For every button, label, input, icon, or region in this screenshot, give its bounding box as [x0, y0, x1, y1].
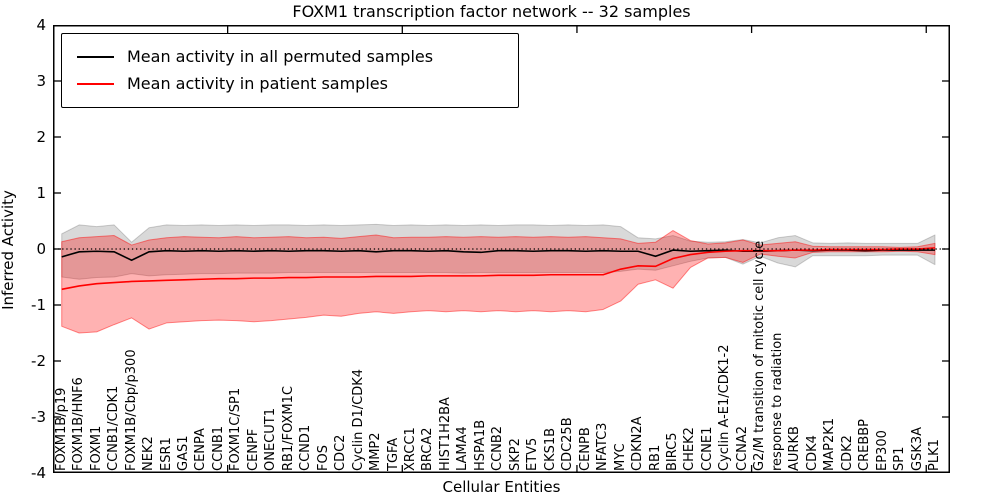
x-tick-label: FOS [315, 445, 331, 471]
x-tick-label: AURKB [787, 426, 803, 471]
x-tick-label: CKS1B [542, 427, 558, 471]
x-tick-label: CENPF [245, 428, 261, 471]
legend-label: Mean activity in patient samples [127, 74, 388, 93]
x-tick-label: ESR1 [158, 437, 174, 471]
x-tick-label: BIRC5 [665, 432, 680, 472]
y-tick-label: 4 [36, 16, 46, 34]
x-tick-label: FOXM1B/Cbp/p300 [123, 349, 139, 471]
x-tick-label: ONECUT1 [263, 408, 279, 471]
x-tick-label: RB1 [647, 444, 663, 471]
x-tick-label: CDC25B [560, 417, 576, 471]
permuted-line-swatch-icon [77, 55, 114, 58]
chart-title: FOXM1 transcription factor network -- 32… [292, 2, 691, 21]
x-tick-label: HSPA1B [472, 419, 488, 471]
x-tick-label: MAP2K1 [822, 417, 838, 471]
x-tick-label: XRCC1 [403, 427, 419, 471]
x-tick-label: FOXM1C/SP1 [228, 387, 244, 471]
legend-label: Mean activity in all permuted samples [127, 47, 434, 66]
legend-entry-patient: Mean activity in patient samples [62, 70, 518, 97]
x-tick-label: PLK1 [926, 439, 942, 471]
patient-range-band [61, 230, 936, 334]
legend-entry-permuted: Mean activity in all permuted samples [62, 43, 518, 70]
x-tick-label: CENPB [577, 427, 593, 471]
x-tick-label: CCNE1 [699, 426, 715, 471]
y-tick-label: 2 [36, 128, 46, 146]
y-tick-label: -2 [31, 352, 46, 370]
plot-area [53, 25, 950, 473]
x-tick-label: HIST1H2BA [437, 397, 453, 471]
x-tick-label: GSK3A [909, 426, 925, 471]
x-tick-label: response to radiation [769, 332, 785, 471]
x-tick-label: G2/M transition of mitotic cell cycle [752, 240, 768, 471]
x-tick-label: LAMA4 [455, 426, 471, 471]
x-tick-label: EP300 [874, 430, 890, 471]
y-tick-label: 1 [36, 184, 46, 202]
x-tick-label: CCNB1/CDK1 [106, 385, 122, 471]
plot-frame [53, 25, 950, 473]
y-tick-label: 3 [36, 72, 46, 90]
x-tick-label: CREBBP [857, 419, 873, 471]
x-tick-label: CDK2 [839, 435, 855, 471]
patient-line-swatch-icon [77, 82, 114, 85]
x-tick-label: FOXM1 [88, 425, 104, 471]
x-tick-label: Cyclin A-E1/CDK1-2 [717, 344, 733, 471]
legend: Mean activity in all permuted samples Me… [61, 33, 519, 108]
patient-mean-line [61, 247, 936, 291]
x-tick-label: CCNB2 [490, 425, 506, 471]
x-tick-label: ETV5 [525, 437, 541, 471]
x-tick-label: SP1 [892, 446, 908, 471]
y-tick-label: -3 [31, 408, 46, 426]
x-axis-label: Cellular Entities [442, 478, 561, 496]
y-tick-label: -4 [31, 464, 46, 482]
x-tick-label: CENPA [193, 428, 209, 471]
x-tick-label: NEK2 [141, 436, 157, 471]
x-tick-label: MYC [612, 443, 628, 471]
x-tick-label: CDKN2A [630, 416, 646, 471]
x-tick-label: CCNA2 [734, 425, 750, 471]
x-tick-label: FOXM1B/p19 [53, 387, 69, 471]
x-tick-label: MMP2 [368, 432, 384, 471]
x-tick-label: Cyclin D1/CDK4 [350, 368, 366, 471]
x-tick-label: GAS1 [175, 435, 191, 472]
plot-svg [53, 25, 950, 473]
x-tick-label: TGFA [385, 437, 401, 471]
y-tick-label: -1 [31, 296, 46, 314]
x-tick-label: BRCA2 [420, 427, 436, 471]
x-tick-label: CHEK2 [682, 427, 698, 471]
y-tick-label: 0 [36, 240, 46, 258]
x-tick-label: CCND1 [298, 424, 314, 471]
x-tick-label: FOXM1B/HNF6 [71, 377, 87, 471]
permuted-range-band [61, 223, 936, 280]
x-tick-label: CCNB1 [210, 425, 226, 471]
x-tick-label: CDC2 [333, 434, 349, 471]
x-tick-label: NFATC3 [595, 422, 611, 471]
x-tick-label: SKP2 [507, 438, 523, 471]
x-tick-label: RB1/FOXM1C [280, 386, 296, 471]
x-tick-label: CDK4 [804, 435, 820, 471]
